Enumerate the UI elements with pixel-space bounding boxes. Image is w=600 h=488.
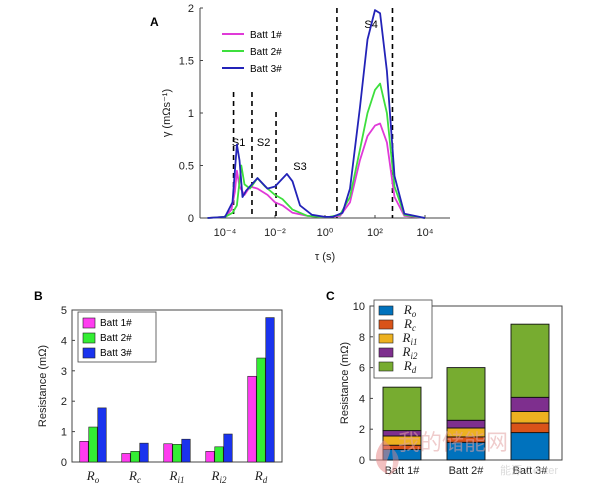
legend-swatch: [82, 317, 96, 329]
bar-r-i2-series-2: [214, 446, 224, 463]
panel-c-label: C: [326, 289, 335, 303]
series-line-1: [207, 122, 426, 219]
bar-r-d-series-3: [265, 317, 275, 463]
legend-label: Batt 1#: [100, 318, 132, 329]
legend-label: Rc: [403, 316, 416, 333]
y-tick-label: 1: [61, 427, 67, 439]
stack-segment-r-i2: [510, 396, 550, 412]
y-tick-label: 5: [61, 305, 67, 317]
bar-r-c-series-3: [139, 442, 149, 463]
panel-b-label: B: [34, 289, 43, 303]
category-label: Rd: [254, 468, 268, 485]
legend-label: Batt 3#: [250, 64, 282, 75]
panel-a-chart: 0 0.5 1 1.5 2 10⁻⁴ 10⁻² 10⁰ 10² 10⁴ τ (s) γ (mΩs⁻¹)…: [161, 3, 450, 263]
bar-r-i1-series-2: [172, 444, 182, 463]
bar-r-i2-series-1: [205, 451, 215, 463]
legend-swatch: [378, 333, 394, 344]
legend-swatch: [378, 305, 394, 316]
legend-label: Ro: [403, 302, 417, 319]
x-tick-label: 10⁻²: [264, 227, 286, 239]
stack-segment-r-c: [510, 422, 550, 434]
category-label: Ri2: [211, 468, 227, 485]
watermark-subtext: 能源 Center: [500, 463, 558, 477]
legend-swatch: [378, 361, 394, 372]
panel-a-label: A: [150, 15, 159, 29]
stack-segment-r-d: [510, 323, 550, 398]
y-tick-label: 0: [359, 455, 365, 467]
legend-label: Batt 2#: [100, 333, 132, 344]
y-tick-label: 2: [61, 396, 67, 408]
legend-swatch: [378, 319, 394, 330]
bar-r-i1-series-3: [181, 438, 191, 463]
y-tick-label: 10: [353, 301, 365, 313]
y-axis-label: Resistance (mΩ): [339, 342, 351, 424]
bar-r-o-series-3: [97, 407, 107, 463]
legend-label: Ri1: [402, 330, 418, 347]
region-label-s1: S1: [232, 137, 245, 149]
panel-b-chart: 0 1 2 3 4 5 Resistance (mΩ) Ro Rc Ri1 Ri2 Rd Batt 1#…: [37, 305, 283, 485]
stack-segment-r-i1: [510, 411, 550, 424]
y-tick-label: 3: [61, 366, 67, 378]
stack-segment-r-i2: [446, 419, 486, 429]
y-tick-label: 4: [61, 335, 67, 347]
bar-r-o-series-2: [88, 426, 98, 463]
y-tick-label: 6: [359, 363, 365, 375]
bar-r-i1-series-1: [163, 443, 173, 463]
y-axis-label: γ (mΩs⁻¹): [161, 89, 173, 137]
region-label-s3: S3: [293, 161, 306, 173]
bar-r-i2-series-3: [223, 433, 233, 463]
series-line-2: [207, 82, 426, 219]
legend-label: Rd: [403, 358, 417, 375]
x-tick-label: 10⁴: [417, 227, 434, 239]
bar-r-o-series-1: [79, 441, 89, 463]
legend-swatch: [378, 347, 394, 358]
y-tick-label: 2: [359, 424, 365, 436]
y-axis-label: Resistance (mΩ): [37, 345, 49, 427]
category-label: Ro: [86, 468, 100, 485]
legend-label: Ri2: [402, 344, 418, 361]
region-label-s2: S2: [257, 137, 270, 149]
bar-r-d-series-2: [256, 357, 266, 463]
y-tick-label: 1.5: [179, 56, 194, 68]
stack-segment-r-d: [382, 386, 422, 432]
x-tick-label: 10⁰: [317, 227, 334, 239]
y-tick-label: 0: [61, 457, 67, 469]
legend-swatch: [82, 347, 96, 359]
legend-swatch: [82, 332, 96, 344]
bar-r-c-series-2: [130, 451, 140, 463]
y-tick-label: 1: [188, 108, 194, 120]
category-label: Batt 1#: [385, 465, 421, 477]
panel-c-chart: 0 2 4 6 8 10 Resistance (mΩ) Batt 1# Batt 2# Batt…: [339, 299, 563, 477]
watermark: 我的储能网 能源 Center: [375, 430, 558, 477]
stack-segment-r-d: [446, 367, 486, 421]
watermark-text: 我的储能网: [398, 430, 508, 455]
x-tick-label: 10²: [367, 227, 383, 239]
category-label: Rc: [128, 468, 141, 485]
category-label: Batt 3#: [513, 465, 549, 477]
stack-segment-r-o: [510, 432, 550, 461]
flame-logo-icon: [375, 440, 399, 476]
bar-r-c-series-1: [121, 453, 131, 463]
y-tick-label: 8: [359, 332, 365, 344]
legend-label: Batt 3#: [100, 348, 132, 359]
legend-label: Batt 2#: [250, 47, 282, 58]
y-tick-label: 0: [188, 213, 194, 225]
series-line-3: [207, 9, 426, 219]
y-tick-label: 4: [359, 393, 365, 405]
y-tick-label: 2: [188, 3, 194, 15]
bar-r-d-series-1: [247, 375, 257, 463]
x-tick-label: 10⁻⁴: [214, 227, 237, 239]
category-label: Batt 2#: [449, 465, 485, 477]
x-axis-label: τ (s): [315, 251, 335, 263]
category-label: Ri1: [169, 468, 185, 485]
y-tick-label: 0.5: [179, 161, 194, 173]
legend-label: Batt 1#: [250, 30, 282, 41]
